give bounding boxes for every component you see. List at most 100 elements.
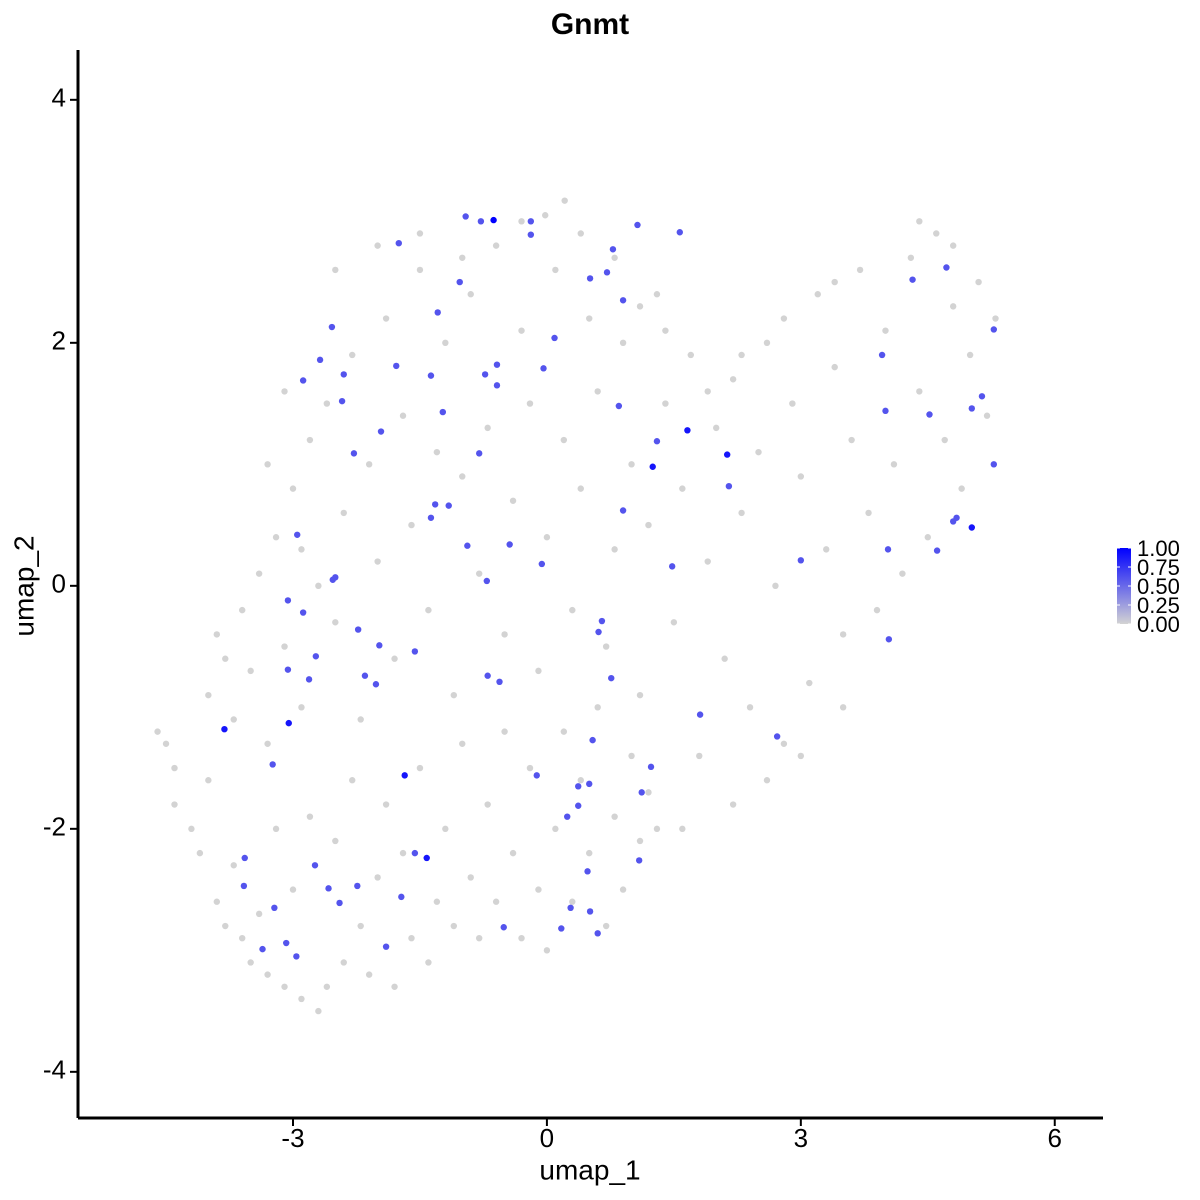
point xyxy=(941,436,948,444)
point xyxy=(239,934,246,942)
point xyxy=(490,216,497,224)
point xyxy=(171,764,178,772)
point xyxy=(634,221,641,229)
point xyxy=(433,448,441,456)
point xyxy=(966,351,974,359)
point xyxy=(350,450,358,457)
point xyxy=(205,691,212,699)
point xyxy=(255,910,263,918)
point xyxy=(916,218,923,225)
point xyxy=(349,777,356,784)
point xyxy=(569,606,576,614)
point xyxy=(247,667,254,675)
point xyxy=(865,509,872,517)
point xyxy=(848,436,855,444)
point xyxy=(594,388,601,395)
point xyxy=(382,801,390,808)
point xyxy=(298,704,305,711)
color-bar xyxy=(1117,548,1131,624)
point xyxy=(241,854,248,862)
point xyxy=(281,643,288,650)
point xyxy=(533,772,540,779)
point xyxy=(493,382,501,389)
point xyxy=(336,899,343,907)
point xyxy=(496,678,503,686)
point xyxy=(323,400,331,407)
point xyxy=(567,904,574,912)
point xyxy=(561,197,568,204)
point xyxy=(598,617,606,625)
point xyxy=(501,728,508,735)
point xyxy=(332,837,339,845)
point xyxy=(636,303,644,310)
point xyxy=(354,626,362,633)
point xyxy=(575,802,582,809)
point xyxy=(978,393,986,400)
point xyxy=(873,606,881,614)
point xyxy=(434,309,441,316)
point xyxy=(492,242,500,249)
point xyxy=(949,242,957,249)
point xyxy=(797,473,805,480)
point xyxy=(746,704,754,711)
point xyxy=(527,218,535,225)
point xyxy=(408,521,415,529)
point xyxy=(427,372,435,379)
point xyxy=(823,546,830,553)
point xyxy=(584,868,591,875)
point xyxy=(763,777,771,784)
point xyxy=(283,939,290,947)
point xyxy=(411,849,419,857)
point xyxy=(949,303,957,310)
point xyxy=(171,801,178,808)
point xyxy=(679,485,686,492)
point xyxy=(933,230,940,237)
point xyxy=(968,524,976,531)
point xyxy=(527,231,535,238)
point xyxy=(615,402,623,410)
point xyxy=(885,636,893,643)
y-tick-label: 0 xyxy=(52,569,66,599)
point xyxy=(188,825,195,833)
point xyxy=(298,995,305,1003)
point xyxy=(357,922,364,930)
point xyxy=(636,837,644,845)
point xyxy=(653,291,661,298)
point xyxy=(619,339,627,347)
point xyxy=(542,212,549,219)
point xyxy=(221,725,228,733)
point xyxy=(467,291,474,298)
point xyxy=(839,631,847,638)
point xyxy=(797,557,805,564)
point xyxy=(589,736,596,744)
point xyxy=(393,362,400,370)
point xyxy=(890,461,898,468)
point xyxy=(427,514,435,521)
point xyxy=(484,672,491,679)
point xyxy=(340,509,347,517)
point xyxy=(272,534,280,541)
point xyxy=(729,801,737,808)
point xyxy=(340,959,347,966)
point xyxy=(374,874,381,881)
point xyxy=(376,642,383,649)
point xyxy=(154,728,161,735)
point xyxy=(272,825,280,833)
point xyxy=(662,327,669,334)
point xyxy=(357,716,364,723)
point xyxy=(882,327,889,334)
point xyxy=(975,278,982,286)
point xyxy=(416,764,424,772)
point xyxy=(586,849,593,857)
point xyxy=(668,563,676,570)
point xyxy=(628,752,635,760)
point xyxy=(332,619,339,626)
point xyxy=(281,983,288,990)
point xyxy=(264,971,271,978)
point xyxy=(729,376,737,383)
point xyxy=(349,351,356,359)
point xyxy=(611,254,618,261)
x-tick-label: -3 xyxy=(281,1123,304,1153)
point xyxy=(325,885,332,892)
point xyxy=(306,436,314,444)
